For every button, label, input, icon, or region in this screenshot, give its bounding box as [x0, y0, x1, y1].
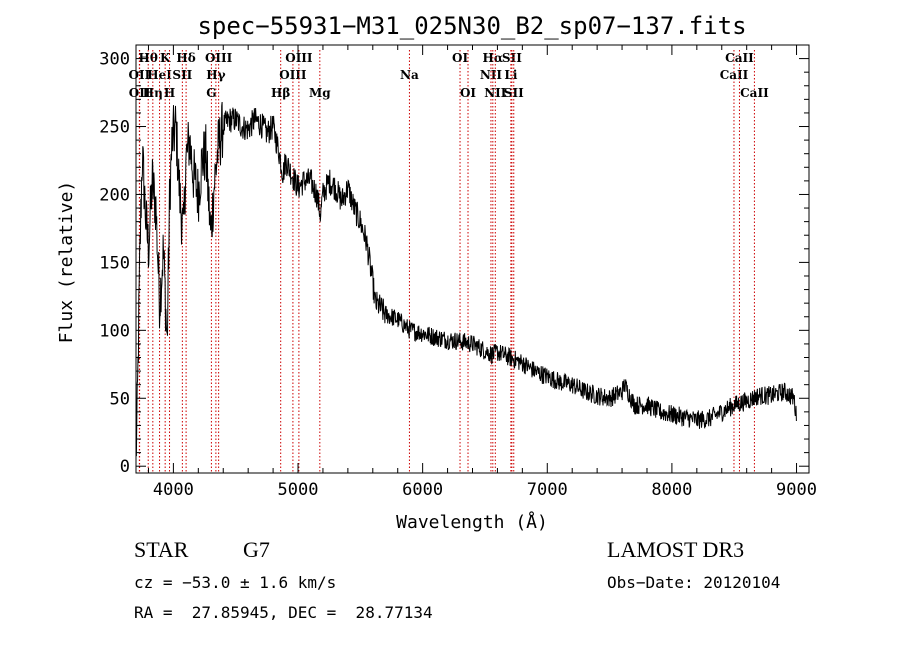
plot-frame: [135, 44, 810, 474]
x-tick-label: 6000: [402, 480, 443, 500]
x-tick-label: 7000: [527, 480, 568, 500]
line-marker-label: G: [206, 86, 216, 100]
line-marker-label: Hβ: [271, 86, 290, 100]
y-tick-label: 300: [99, 50, 130, 70]
x-tick-label: 4000: [153, 480, 194, 500]
line-marker-label: K: [160, 51, 171, 65]
line-marker-label: SII: [502, 51, 522, 65]
y-tick-label: 250: [99, 118, 130, 138]
line-marker-label: OIII: [285, 51, 313, 65]
survey-name: LAMOST DR3: [607, 537, 745, 562]
line-marker-label: NII: [484, 86, 507, 100]
object-class: STAR: [134, 537, 189, 562]
line-marker-label: CaII: [725, 51, 754, 65]
y-tick-label: 50: [110, 389, 130, 409]
object-subclass: G7: [243, 537, 270, 562]
line-marker-label: Na: [400, 68, 419, 82]
line-marker-label: Hη: [143, 86, 163, 100]
line-marker-label: CaII: [720, 68, 749, 82]
line-marker-label: OIII: [279, 68, 307, 82]
line-marker-label: OIII: [205, 51, 233, 65]
line-marker-label: HeI: [147, 68, 172, 82]
line-marker-label: SII: [504, 86, 524, 100]
line-marker-label: Hα: [483, 51, 504, 65]
line-marker-label: OII: [129, 86, 151, 100]
series-layer: [135, 101, 797, 457]
y-tick-label: 0: [120, 457, 130, 477]
line-marker-label: Hθ: [139, 51, 158, 65]
line-marker-label: Mg: [309, 86, 331, 100]
line-marker-label: Hγ: [206, 68, 225, 82]
y-axis-label: Flux (relative): [56, 181, 77, 344]
line-marker-layer: HθOIIOIIHηHeIKHSIIHδGHγOIIIHβOIIIOIIIMgN…: [129, 50, 769, 473]
line-marker-label: OI: [460, 86, 476, 100]
observation-date: Obs−Date: 20120104: [607, 573, 781, 592]
redshift-velocity: cz = −53.0 ± 1.6 km/s: [134, 573, 337, 592]
x-tick-label: 8000: [651, 480, 692, 500]
y-tick-label: 200: [99, 185, 130, 205]
line-marker-label: Li: [504, 68, 517, 82]
line-marker-label: OI: [452, 51, 468, 65]
y-tick-label: 100: [99, 321, 130, 341]
x-tick-label: 5000: [278, 480, 319, 500]
line-marker-label: NII: [480, 68, 503, 82]
line-marker-label: H: [164, 86, 175, 100]
line-marker-label: CaII: [740, 86, 769, 100]
line-marker-label: SII: [172, 68, 192, 82]
spectrum-line: [135, 101, 797, 457]
line-marker-label: Hδ: [176, 51, 195, 65]
x-axis-label: Wavelength (Å): [396, 511, 548, 533]
chart-title: spec−55931−M31_025N30_B2_sp07−137.fits: [197, 12, 746, 40]
axis-ticks: 4000 5000 6000 7000 8000 9000 0 50 100 150 200 250 3…: [99, 45, 817, 500]
y-tick-label: 150: [99, 253, 130, 273]
x-tick-label: 9000: [776, 480, 817, 500]
coordinates: RA = 27.85945, DEC = 28.77134: [134, 603, 433, 622]
